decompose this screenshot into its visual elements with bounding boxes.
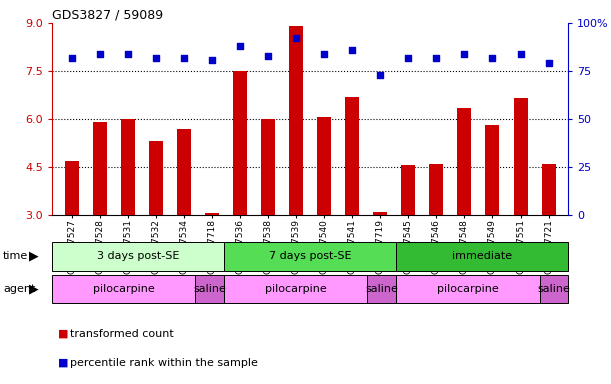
Bar — [261, 119, 275, 215]
Bar — [458, 108, 472, 215]
Text: saline: saline — [193, 284, 226, 294]
Bar — [224, 242, 396, 271]
Bar — [52, 275, 196, 303]
Bar — [224, 275, 367, 303]
Text: agent: agent — [3, 284, 35, 294]
Text: saline: saline — [538, 284, 570, 294]
Point — [319, 51, 329, 57]
Text: ■: ■ — [58, 358, 68, 368]
Text: ▶: ▶ — [29, 250, 38, 263]
Text: pilocarpine: pilocarpine — [265, 284, 327, 294]
Point — [403, 55, 413, 61]
Bar — [396, 242, 568, 271]
Text: time: time — [3, 251, 28, 262]
Bar — [65, 161, 79, 215]
Bar — [345, 97, 359, 215]
Text: GDS3827 / 59089: GDS3827 / 59089 — [52, 9, 163, 22]
Text: transformed count: transformed count — [70, 329, 174, 339]
Text: immediate: immediate — [452, 251, 512, 262]
Bar — [401, 166, 415, 215]
Bar — [196, 275, 224, 303]
Text: percentile rank within the sample: percentile rank within the sample — [70, 358, 258, 368]
Point — [263, 53, 273, 59]
Bar — [317, 118, 331, 215]
Text: 3 days post-SE: 3 days post-SE — [97, 251, 179, 262]
Point — [544, 60, 554, 66]
Point — [459, 51, 469, 57]
Bar — [373, 212, 387, 215]
Bar — [289, 26, 303, 215]
Point — [347, 47, 357, 53]
Bar — [486, 126, 499, 215]
Point — [207, 56, 217, 63]
Bar — [177, 129, 191, 215]
Point — [123, 51, 133, 57]
Bar — [233, 71, 247, 215]
Text: ▶: ▶ — [29, 283, 38, 295]
Point — [179, 55, 189, 61]
Point — [488, 55, 497, 61]
Bar — [430, 164, 444, 215]
Bar — [367, 275, 396, 303]
Text: pilocarpine: pilocarpine — [437, 284, 499, 294]
Point — [151, 55, 161, 61]
Bar — [121, 119, 134, 215]
Text: pilocarpine: pilocarpine — [93, 284, 155, 294]
Bar — [148, 141, 163, 215]
Bar — [540, 275, 568, 303]
Text: ■: ■ — [58, 329, 68, 339]
Bar — [205, 214, 219, 215]
Point — [431, 55, 441, 61]
Point — [67, 55, 76, 61]
Point — [291, 35, 301, 41]
Bar — [52, 242, 224, 271]
Bar — [513, 98, 527, 215]
Point — [95, 51, 104, 57]
Point — [235, 43, 245, 49]
Bar — [396, 275, 540, 303]
Text: saline: saline — [365, 284, 398, 294]
Point — [375, 72, 385, 78]
Point — [516, 51, 525, 57]
Bar — [93, 122, 107, 215]
Text: 7 days post-SE: 7 days post-SE — [269, 251, 351, 262]
Bar — [541, 164, 555, 215]
